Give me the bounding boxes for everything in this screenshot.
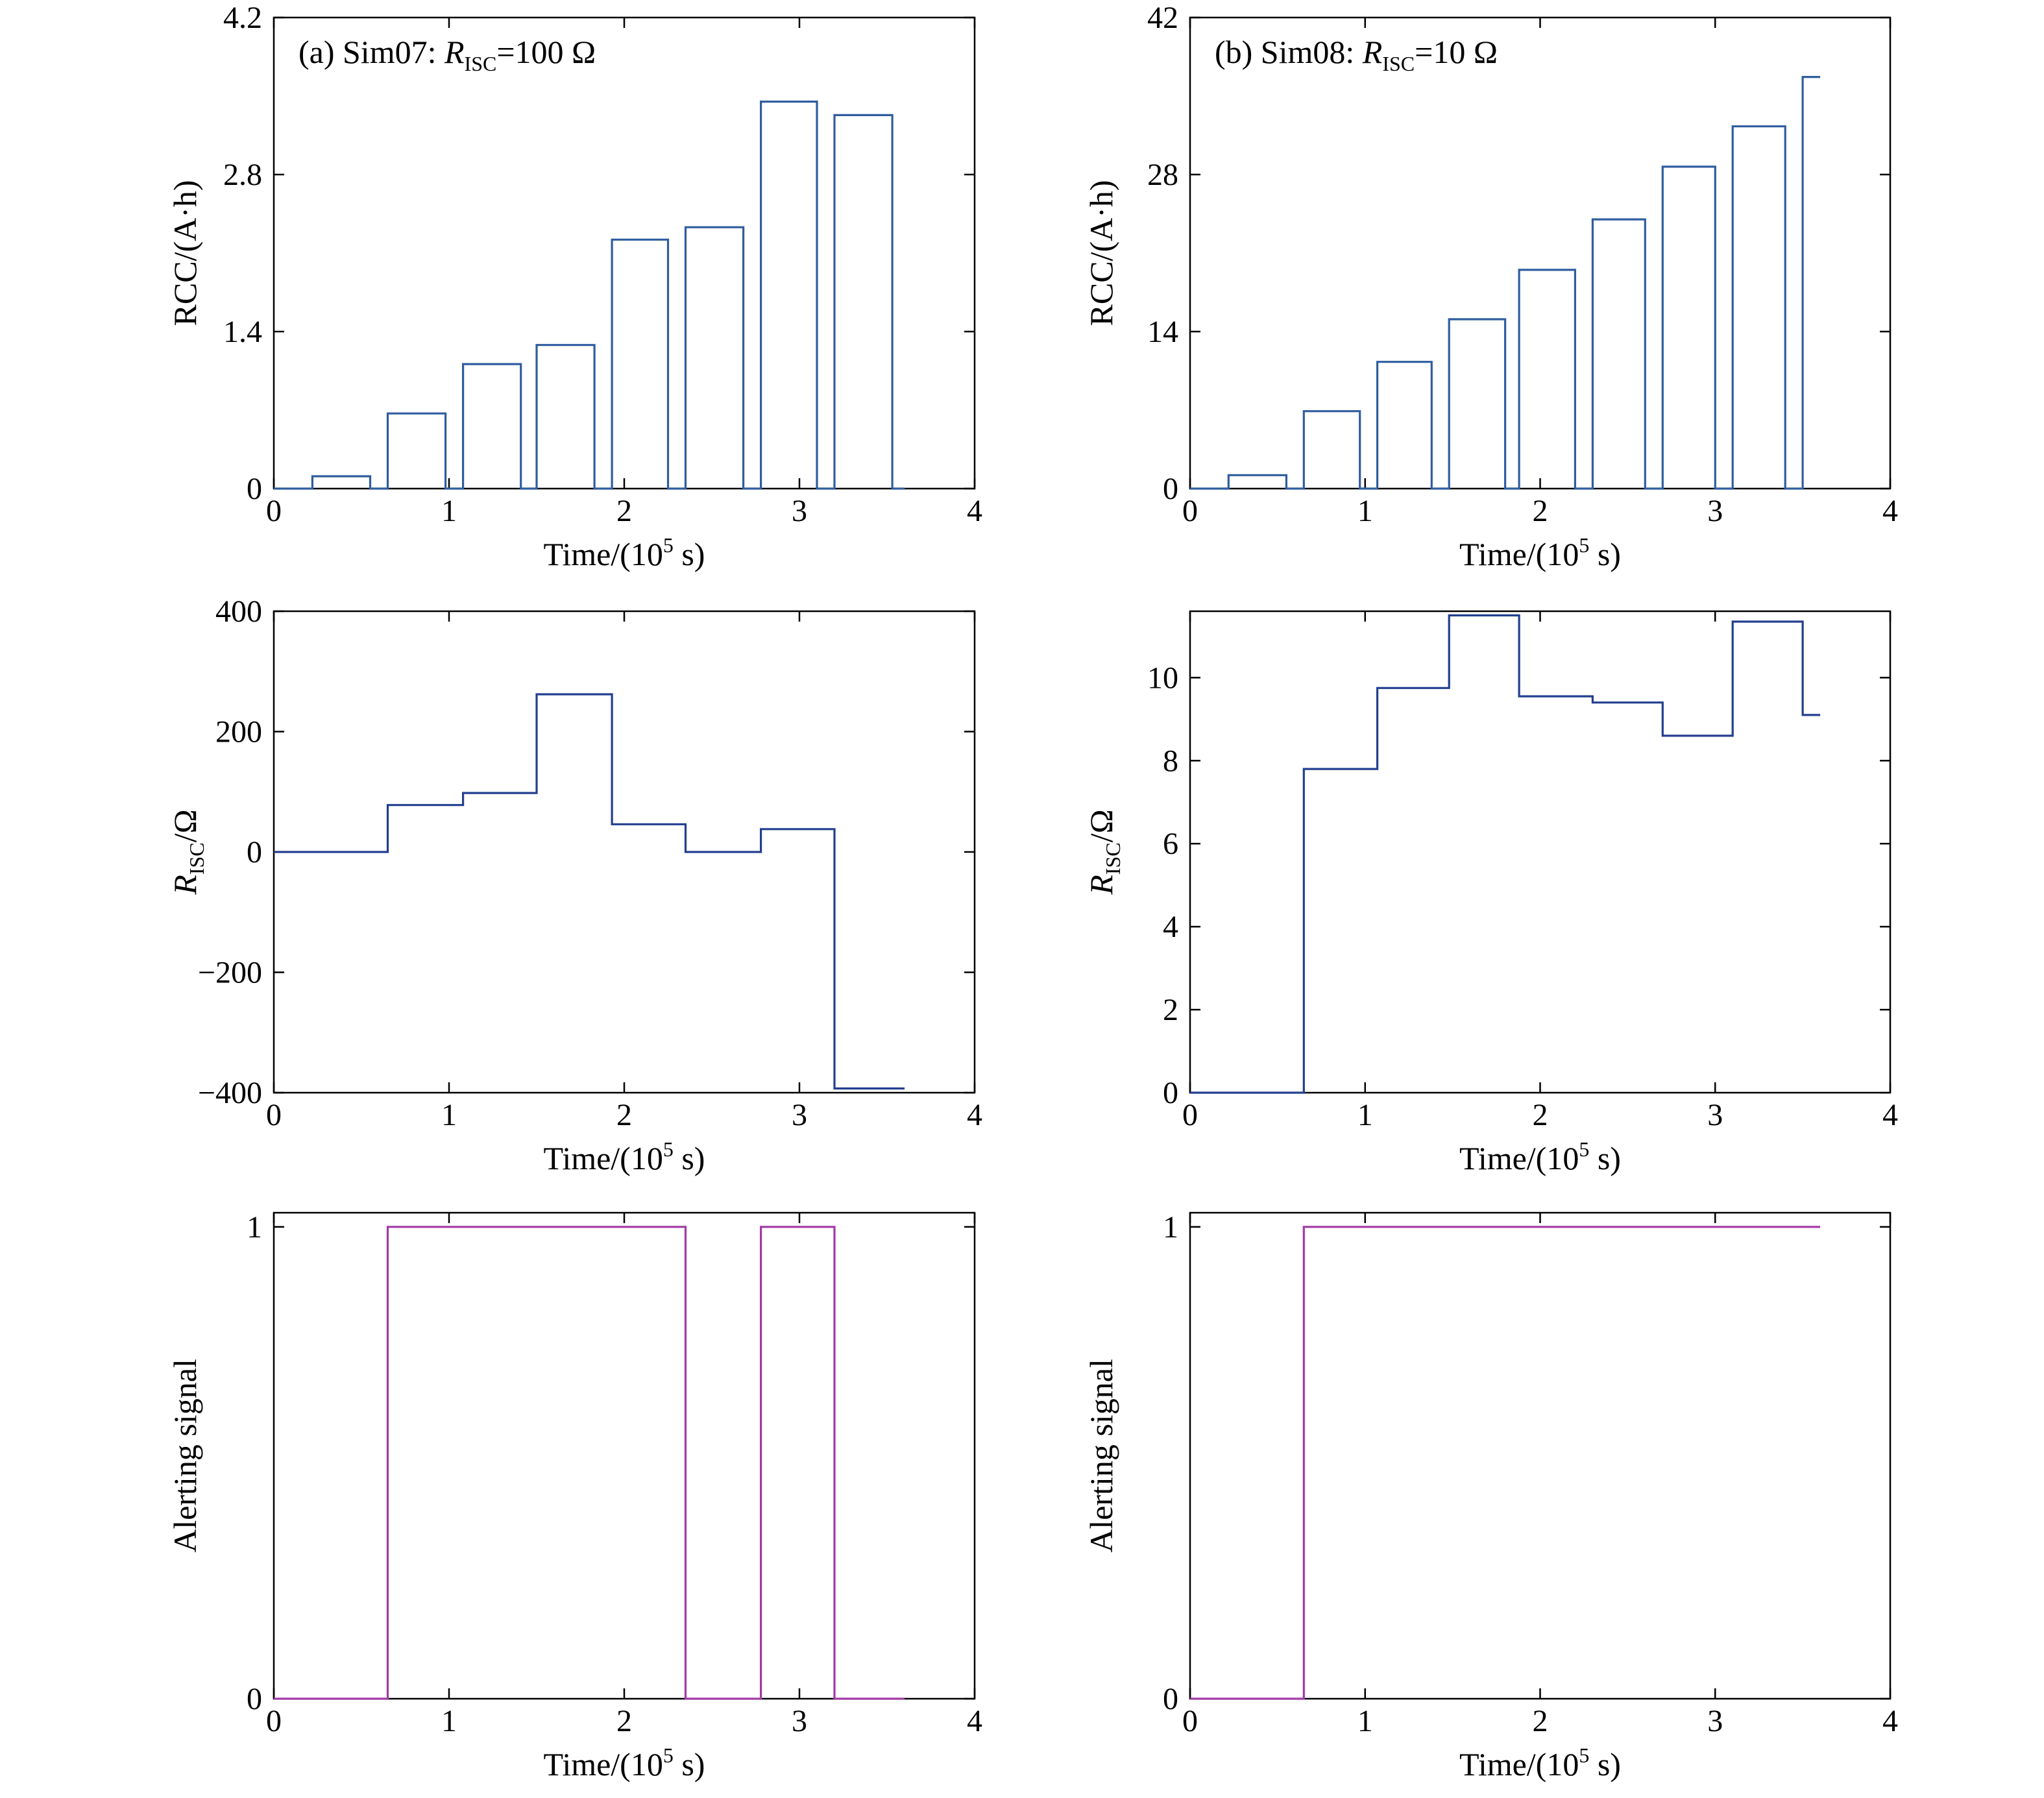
panel-title: (a) Sim07: RISC=100 Ω: [298, 34, 596, 75]
y-axis-label: Alerting signal: [167, 1359, 203, 1553]
x-tick-label: 4: [1882, 494, 1898, 528]
x-tick-label: 4: [1882, 1098, 1898, 1132]
x-tick-label: 2: [1533, 1704, 1548, 1738]
x-tick-label: 3: [1707, 1098, 1723, 1132]
y-tick-label: 1.4: [223, 315, 262, 349]
series-line: [1190, 614, 1821, 1094]
x-tick-label: 3: [1707, 494, 1723, 528]
x-tick-label: 4: [967, 1098, 982, 1132]
y-tick-label: 2.8: [223, 158, 262, 192]
series-line: [274, 1226, 905, 1700]
y-tick-label: 0: [1163, 1682, 1178, 1716]
y-tick-label: 4: [1163, 910, 1178, 944]
y-tick-label: 2: [1163, 993, 1178, 1027]
x-tick-label: 1: [441, 1704, 457, 1738]
series-line: [274, 693, 905, 1090]
x-tick-label: 1: [1357, 1098, 1373, 1132]
y-tick-label: −200: [198, 956, 262, 990]
x-axis-label: Time/(105 s): [544, 1137, 705, 1176]
y-tick-label: 0: [1163, 472, 1178, 506]
x-tick-label: 4: [967, 494, 982, 528]
y-tick-label: 1: [247, 1210, 262, 1245]
x-tick-label: 3: [792, 1098, 807, 1132]
x-tick-label: 0: [266, 1704, 282, 1738]
y-tick-label: 200: [215, 715, 262, 749]
x-tick-label: 1: [1357, 494, 1373, 528]
y-tick-label: 42: [1147, 1, 1178, 35]
x-tick-label: 0: [1182, 494, 1198, 528]
chart-panel-a-risc: 0 1 2 3 4 −400 −200 0 200 400 Time/(105 s) RISC/Ω: [167, 594, 982, 1176]
y-tick-label: 10: [1147, 661, 1178, 695]
chart-panel-b-rcc: 0 1 2 3 4 0 14 28 42 Time/(105 s) RCC/(A·h) (b) Sim…: [1083, 1, 1898, 572]
x-tick-label: 1: [1357, 1704, 1373, 1738]
x-tick-label: 0: [266, 1098, 282, 1132]
x-tick-label: 0: [1182, 1098, 1198, 1132]
y-tick-label: 28: [1147, 158, 1178, 192]
plot-frame: [273, 1211, 976, 1700]
x-tick-label: 1: [441, 494, 457, 528]
x-axis-label: Time/(105 s): [1459, 1743, 1621, 1782]
series-line: [1190, 1226, 1821, 1700]
y-tick-label: 0: [247, 835, 262, 869]
x-tick-label: 4: [967, 1704, 982, 1738]
chart-panel-a-alert: 0 1 2 3 4 0 1 Time/(105 s) Alerting signal: [167, 1210, 982, 1782]
x-tick-label: 2: [1533, 494, 1548, 528]
x-tick-label: 3: [792, 494, 807, 528]
series-line: [274, 101, 905, 490]
y-axis-label: RISC/Ω: [1083, 809, 1125, 895]
x-tick-label: 4: [1882, 1704, 1898, 1738]
y-axis-label: RCC/(A·h): [1083, 180, 1119, 326]
x-tick-label: 2: [616, 1704, 632, 1738]
y-tick-label: 0: [247, 472, 262, 506]
x-axis-label: Time/(105 s): [544, 533, 705, 572]
plot-frame: [273, 16, 976, 490]
plot-frame: [1189, 610, 1892, 1094]
y-tick-label: −400: [198, 1076, 262, 1110]
x-tick-label: 1: [441, 1098, 457, 1132]
panel-title: (b) Sim08: RISC=10 Ω: [1215, 34, 1498, 75]
y-tick-label: 1: [1163, 1210, 1178, 1245]
y-tick-label: 400: [215, 594, 262, 629]
series-line: [1190, 76, 1821, 490]
x-tick-label: 2: [616, 1098, 632, 1132]
y-tick-label: 0: [1163, 1076, 1178, 1110]
chart-panel-b-alert: 0 1 2 3 4 0 1 Time/(105 s) Alerting signal: [1083, 1210, 1898, 1782]
y-tick-label: 8: [1163, 744, 1178, 778]
x-axis-label: Time/(105 s): [1459, 533, 1621, 572]
x-tick-label: 0: [266, 494, 282, 528]
y-axis-label: Alerting signal: [1083, 1359, 1119, 1553]
y-axis-label: RCC/(A·h): [167, 180, 203, 326]
x-tick-label: 2: [1533, 1098, 1548, 1132]
y-tick-label: 4.2: [223, 1, 262, 35]
plot-frame: [1189, 1211, 1892, 1700]
x-axis-label: Time/(105 s): [544, 1743, 705, 1782]
x-tick-label: 0: [1182, 1704, 1198, 1738]
x-tick-label: 3: [792, 1704, 807, 1738]
x-tick-label: 2: [616, 494, 632, 528]
x-axis-label: Time/(105 s): [1459, 1137, 1621, 1176]
x-tick-label: 3: [1707, 1704, 1723, 1738]
y-tick-label: 0: [247, 1682, 262, 1716]
y-tick-label: 14: [1147, 315, 1178, 349]
chart-panel-b-risc: 0 1 2 3 4 0 2 4 6 8 10 Time/(105 s) RISC/Ω: [1083, 610, 1898, 1176]
y-axis-label: RISC/Ω: [167, 809, 208, 895]
y-tick-label: 6: [1163, 827, 1178, 861]
chart-panel-a-rcc: 0 1 2 3 4 0 1.4 2.8 4.2 Time/(105 s) RCC/(A·h) (a) …: [167, 1, 982, 572]
